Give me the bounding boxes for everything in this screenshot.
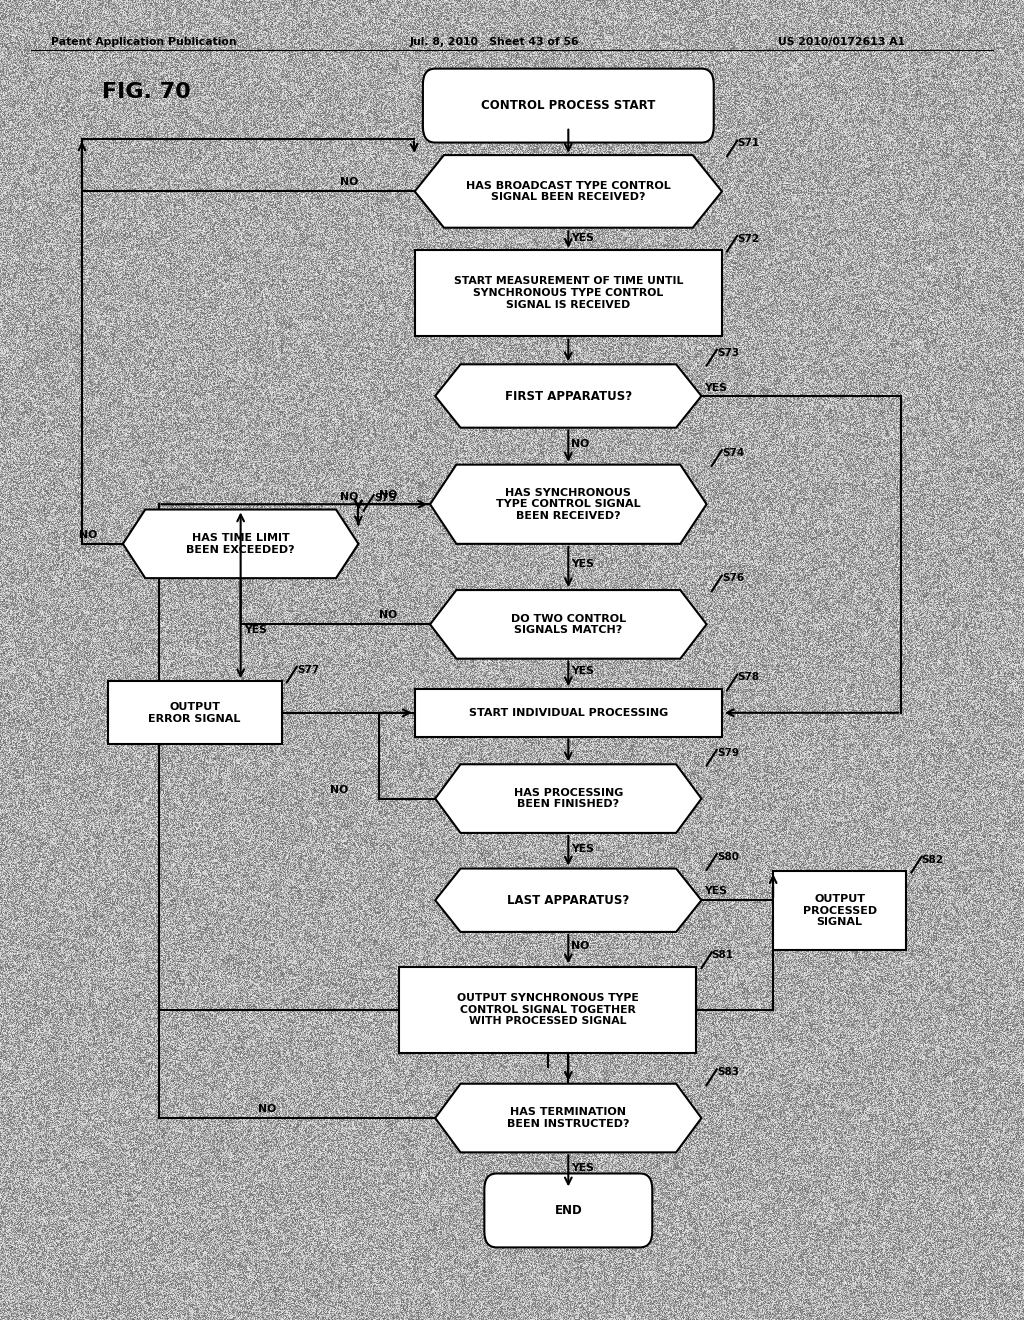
Text: FIRST APPARATUS?: FIRST APPARATUS? [505,389,632,403]
Text: START INDIVIDUAL PROCESSING: START INDIVIDUAL PROCESSING [469,708,668,718]
Text: HAS SYNCHRONOUS
TYPE CONTROL SIGNAL
BEEN RECEIVED?: HAS SYNCHRONOUS TYPE CONTROL SIGNAL BEEN… [496,487,641,521]
Text: S74: S74 [722,447,744,458]
Text: US 2010/0172613 A1: US 2010/0172613 A1 [778,37,905,48]
Polygon shape [435,364,701,428]
FancyBboxPatch shape [423,69,714,143]
Text: NO: NO [79,529,97,540]
Text: S77: S77 [297,664,319,675]
Text: HAS TIME LIMIT
BEEN EXCEEDED?: HAS TIME LIMIT BEEN EXCEEDED? [186,533,295,554]
Text: NO: NO [330,784,348,795]
Text: NO: NO [258,1104,276,1114]
Text: S80: S80 [717,851,738,862]
Text: NO: NO [340,177,358,187]
Text: START MEASUREMENT OF TIME UNTIL
SYNCHRONOUS TYPE CONTROL
SIGNAL IS RECEIVED: START MEASUREMENT OF TIME UNTIL SYNCHRON… [454,276,683,310]
Polygon shape [123,510,358,578]
Text: YES: YES [244,624,266,635]
FancyBboxPatch shape [484,1173,652,1247]
Text: NO: NO [340,491,358,502]
Text: FIG. 70: FIG. 70 [102,82,191,103]
Text: OUTPUT SYNCHRONOUS TYPE
CONTROL SIGNAL TOGETHER
WITH PROCESSED SIGNAL: OUTPUT SYNCHRONOUS TYPE CONTROL SIGNAL T… [457,993,639,1027]
Text: Patent Application Publication: Patent Application Publication [51,37,237,48]
Text: OUTPUT
ERROR SIGNAL: OUTPUT ERROR SIGNAL [148,702,241,723]
Text: S83: S83 [717,1067,738,1077]
Text: OUTPUT
PROCESSED
SIGNAL: OUTPUT PROCESSED SIGNAL [803,894,877,928]
Text: S73: S73 [717,347,739,358]
Bar [399,968,696,1053]
Polygon shape [435,764,701,833]
Text: NO: NO [571,941,590,952]
Bar [108,681,282,744]
Polygon shape [435,869,701,932]
Text: HAS PROCESSING
BEEN FINISHED?: HAS PROCESSING BEEN FINISHED? [514,788,623,809]
Text: NO: NO [571,438,590,449]
Text: S72: S72 [737,234,760,243]
Polygon shape [430,590,707,659]
Text: YES: YES [571,1163,594,1173]
Bar [415,251,722,335]
Text: NO: NO [379,610,397,620]
Text: YES: YES [705,383,727,393]
Text: YES: YES [705,886,727,896]
Text: CONTROL PROCESS START: CONTROL PROCESS START [481,99,655,112]
Text: YES: YES [571,558,594,569]
Text: LAST APPARATUS?: LAST APPARATUS? [507,894,630,907]
Polygon shape [415,156,722,227]
Text: S76: S76 [722,573,744,583]
Text: HAS TERMINATION
BEEN INSTRUCTED?: HAS TERMINATION BEEN INSTRUCTED? [507,1107,630,1129]
Text: Jul. 8, 2010   Sheet 43 of 56: Jul. 8, 2010 Sheet 43 of 56 [410,37,580,48]
Polygon shape [430,465,707,544]
Text: S71: S71 [737,139,760,149]
Text: HAS BROADCAST TYPE CONTROL
SIGNAL BEEN RECEIVED?: HAS BROADCAST TYPE CONTROL SIGNAL BEEN R… [466,181,671,202]
Polygon shape [435,1084,701,1152]
Text: NO: NO [379,490,397,500]
Text: END: END [554,1204,583,1217]
Text: YES: YES [571,232,594,243]
Text: YES: YES [571,665,594,676]
Bar [773,871,906,950]
Text: YES: YES [571,843,594,854]
Text: S78: S78 [737,672,760,682]
Text: DO TWO CONTROL
SIGNALS MATCH?: DO TWO CONTROL SIGNALS MATCH? [511,614,626,635]
Bar [415,689,722,737]
Text: S82: S82 [922,854,943,865]
Text: S81: S81 [712,950,733,961]
Text: S75: S75 [374,492,396,503]
Text: S79: S79 [717,747,738,758]
